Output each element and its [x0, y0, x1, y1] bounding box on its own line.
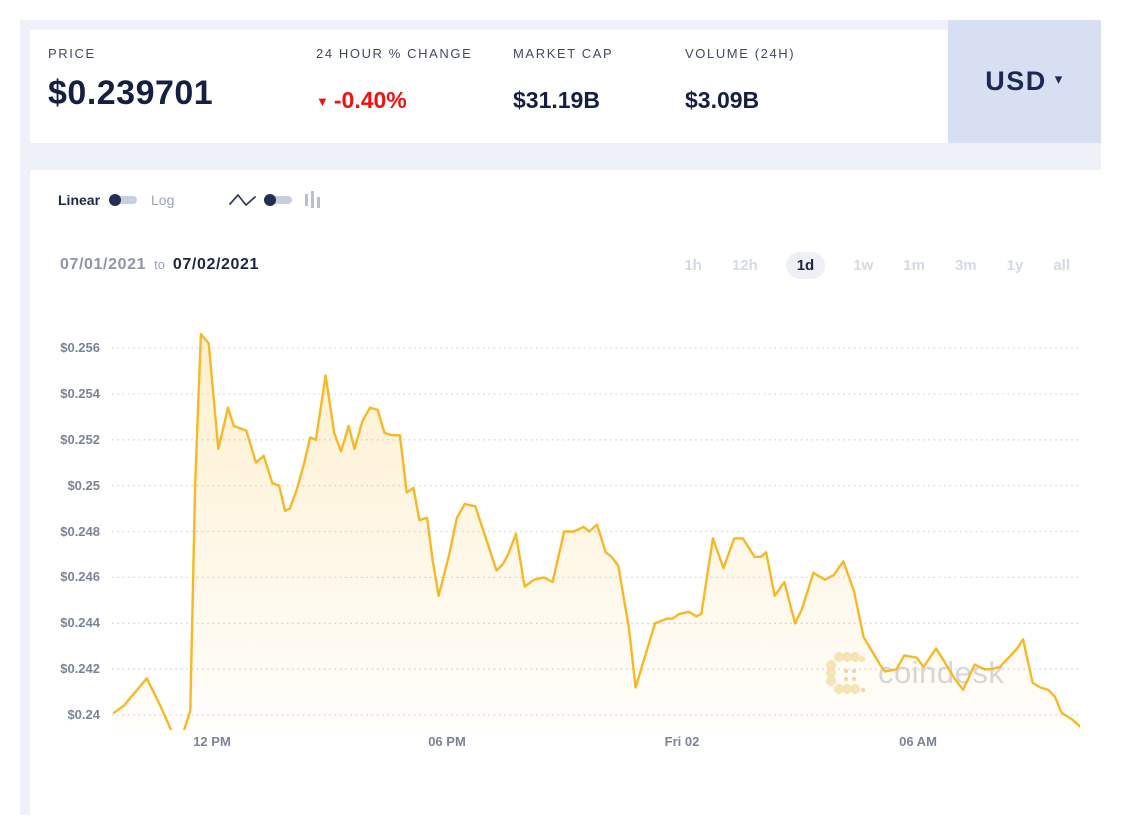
content-panel: PRICE $0.239701 24 HOUR % CHANGE ▼ -0.40%… — [20, 20, 1101, 815]
stat-volume: VOLUME (24H) $3.09B — [685, 30, 795, 143]
chart-type-controls — [229, 190, 321, 210]
stat-price: PRICE $0.239701 — [48, 30, 213, 143]
y-tick-label: $0.25 — [67, 478, 100, 493]
x-tick-label: 12 PM — [193, 734, 231, 749]
x-tick-label: 06 PM — [428, 734, 466, 749]
change-value: ▼ -0.40% — [316, 87, 407, 113]
scale-toggle-knob — [109, 194, 122, 206]
dropdown-caret-icon: ▾ — [1054, 71, 1064, 88]
chart-card: Linear Log 07/01/2021 to 07/02/2021 1h 1 — [30, 170, 1101, 815]
chart-controls: Linear Log — [58, 188, 321, 212]
range-button-1w[interactable]: 1w — [851, 252, 875, 279]
currency-selector-button[interactable]: USD ▾ — [948, 20, 1101, 143]
chart-type-toggle[interactable] — [264, 194, 293, 206]
range-button-all[interactable]: all — [1051, 252, 1072, 279]
range-button-1d[interactable]: 1d — [785, 251, 826, 279]
change-label: 24 HOUR % CHANGE — [316, 46, 473, 61]
chart-area: coindesk $0.256$0.254$0.252$0.25$0.248$0… — [30, 330, 1101, 770]
y-tick-label: $0.246 — [60, 569, 100, 584]
date-range-picker[interactable]: 07/01/2021 to 07/02/2021 — [60, 256, 259, 274]
stat-market-cap: MARKET CAP $31.19B — [513, 30, 613, 143]
date-to-word: to — [154, 257, 165, 272]
volume-value: $3.09B — [685, 87, 760, 113]
chart-type-toggle-knob — [264, 194, 277, 206]
range-button-1m[interactable]: 1m — [901, 252, 927, 279]
x-axis: 12 PM 06 PM Fri 02 06 AM — [30, 734, 1101, 754]
y-tick-label: $0.244 — [60, 615, 100, 630]
x-tick-label: Fri 02 — [664, 734, 700, 749]
linear-label[interactable]: Linear — [58, 192, 101, 208]
price-line — [112, 333, 1080, 730]
y-tick-label: $0.242 — [60, 661, 100, 676]
price-area-fill — [114, 334, 1080, 730]
date-to[interactable]: 07/02/2021 — [172, 256, 259, 273]
price-label: PRICE — [48, 46, 96, 61]
stat-change: 24 HOUR % CHANGE ▼ -0.40% — [316, 30, 472, 143]
log-label[interactable]: Log — [151, 192, 175, 208]
bar-chart-icon[interactable] — [305, 190, 321, 210]
y-tick-label: $0.248 — [60, 524, 100, 539]
y-tick-label: $0.254 — [60, 386, 100, 401]
down-triangle-icon: ▼ — [316, 94, 329, 109]
market-cap-value: $31.19B — [513, 87, 600, 113]
stats-header: PRICE $0.239701 24 HOUR % CHANGE ▼ -0.40%… — [30, 30, 948, 143]
time-range-buttons: 1h 12h 1d 1w 1m 3m 1y all — [682, 251, 1072, 279]
date-from[interactable]: 07/01/2021 — [60, 256, 147, 273]
volume-label: VOLUME (24H) — [685, 46, 796, 61]
scale-toggle[interactable] — [109, 194, 138, 206]
y-axis: $0.256 $0.254 $0.252 $0.25 $0.248 $0.246 $0.24… — [30, 330, 100, 730]
range-row: 07/01/2021 to 07/02/2021 1h 12h 1d 1w 1m… — [60, 250, 1072, 280]
range-button-1y[interactable]: 1y — [1005, 252, 1026, 279]
market-cap-label: MARKET CAP — [513, 46, 614, 61]
y-tick-label: $0.252 — [60, 432, 100, 447]
range-button-3m[interactable]: 3m — [953, 252, 979, 279]
x-tick-label: 06 AM — [899, 734, 937, 749]
range-button-1h[interactable]: 1h — [682, 252, 704, 279]
price-value: $0.239701 — [48, 74, 214, 112]
price-chart[interactable] — [110, 330, 1080, 730]
y-tick-label: $0.24 — [67, 707, 100, 722]
line-chart-icon[interactable] — [229, 192, 257, 208]
y-tick-label: $0.256 — [60, 340, 100, 355]
range-button-12h[interactable]: 12h — [730, 252, 760, 279]
